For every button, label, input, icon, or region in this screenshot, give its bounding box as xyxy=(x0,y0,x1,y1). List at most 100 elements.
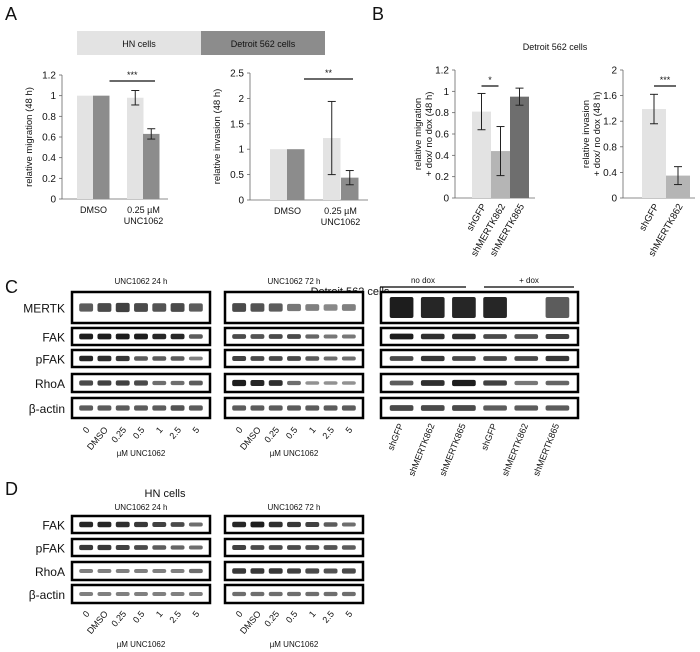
bar xyxy=(127,97,144,199)
y-axis-label: relative migration xyxy=(413,98,424,170)
blot-band xyxy=(188,592,203,596)
blot-row-label: pFAK xyxy=(36,353,65,367)
bar xyxy=(270,149,288,200)
blot-band xyxy=(268,356,283,361)
blot-band xyxy=(389,405,414,411)
blot-band xyxy=(97,521,112,528)
blot-band xyxy=(79,303,94,312)
lane-label: 0 xyxy=(234,609,245,619)
y-tick-label: 1 xyxy=(443,87,449,98)
blot-band xyxy=(545,333,570,340)
blot-band xyxy=(323,304,338,311)
blot-band xyxy=(134,356,148,361)
y-tick-label: 1.2 xyxy=(42,71,56,82)
blot-row-label: FAK xyxy=(42,519,65,533)
blot-band xyxy=(250,591,265,597)
blot-band xyxy=(287,545,301,550)
blot-band xyxy=(420,405,445,411)
blot-band xyxy=(188,568,203,574)
blot-row-label: FAK xyxy=(42,331,65,345)
blot-band xyxy=(250,405,265,411)
y-tick-label: 0.6 xyxy=(42,133,56,144)
lane-label: 5 xyxy=(344,609,355,619)
blot-band xyxy=(97,544,112,551)
bar xyxy=(143,133,160,199)
lane-label: 5 xyxy=(191,609,202,619)
lane-label: 2.5 xyxy=(167,425,183,441)
bar xyxy=(287,149,305,200)
y-tick-label: 2 xyxy=(238,94,244,105)
significance-marker: ** xyxy=(325,68,333,78)
blot-band xyxy=(152,380,167,386)
lane-label: shMERTK865 xyxy=(531,422,561,478)
blot-band xyxy=(514,380,539,386)
blot-band xyxy=(115,333,130,340)
blot-band xyxy=(134,569,148,573)
blot-band xyxy=(287,568,301,574)
blot-band xyxy=(341,405,356,411)
blot-band xyxy=(323,405,338,411)
blot-band xyxy=(389,356,414,361)
blot-band xyxy=(79,355,94,362)
blot-band xyxy=(188,303,203,312)
blot-band xyxy=(115,569,130,573)
blot-band xyxy=(268,545,283,550)
bar xyxy=(77,95,94,199)
y-tick-label: 2 xyxy=(611,66,617,77)
blot-band xyxy=(115,302,130,313)
blot-band xyxy=(115,544,130,551)
blot-band xyxy=(232,334,247,339)
blot-band xyxy=(545,355,570,362)
blot-band xyxy=(250,545,265,550)
y-tick-label: 1.5 xyxy=(230,119,244,130)
blot-header: UNC1062 72 h xyxy=(268,277,321,286)
blot-csh-frame xyxy=(379,396,580,420)
y-tick-label: 0.4 xyxy=(42,153,56,164)
blot-band xyxy=(268,380,283,386)
blot-band xyxy=(268,334,283,339)
blot-band xyxy=(115,380,130,386)
y-axis-label: relative invasion (48 h) xyxy=(212,89,223,185)
blot-band xyxy=(79,569,94,573)
blot-band xyxy=(152,545,167,550)
blot-band xyxy=(115,592,130,596)
blot-band xyxy=(323,568,338,574)
blot-band xyxy=(115,521,130,528)
lane-unit-label: µM UNC1062 xyxy=(117,640,166,649)
header-detroit-bar xyxy=(201,31,325,55)
lane-label: 2.5 xyxy=(320,609,336,625)
lane-label: 0.5 xyxy=(131,609,147,625)
panel-label-a: A xyxy=(5,4,17,24)
blot-band xyxy=(152,303,167,312)
blot-band xyxy=(152,569,167,573)
panel-label-d: D xyxy=(5,479,18,499)
significance-marker: *** xyxy=(127,70,138,80)
blot-band xyxy=(341,545,356,550)
lane-label: 0 xyxy=(81,609,92,619)
blot-band xyxy=(323,591,338,597)
blot-band xyxy=(389,333,414,340)
significance-marker: * xyxy=(488,75,492,85)
blot-band xyxy=(232,379,247,387)
y-tick-label: 0 xyxy=(50,195,56,206)
blot-band xyxy=(250,303,265,312)
blot-csh-frame xyxy=(379,326,580,347)
y-tick-label: 0.2 xyxy=(435,172,449,183)
blot-band xyxy=(152,356,167,361)
blot-band xyxy=(134,545,148,550)
y-tick-label: 0.4 xyxy=(603,168,617,179)
blot-band xyxy=(170,522,185,527)
lane-unit-label: µM UNC1062 xyxy=(117,449,166,458)
blot-band xyxy=(250,334,265,339)
y-tick-label: 0 xyxy=(443,194,449,205)
lane-unit-label: µM UNC1062 xyxy=(270,449,319,458)
lane-label: 1 xyxy=(154,425,165,435)
blot-band xyxy=(452,405,476,411)
blot-band xyxy=(79,405,94,411)
y-tick-label: 0.8 xyxy=(603,142,617,153)
blot-band xyxy=(268,521,283,528)
blot-band xyxy=(305,521,320,528)
blot-band xyxy=(341,304,356,311)
blot-band xyxy=(452,297,476,318)
blot-band xyxy=(305,334,320,339)
